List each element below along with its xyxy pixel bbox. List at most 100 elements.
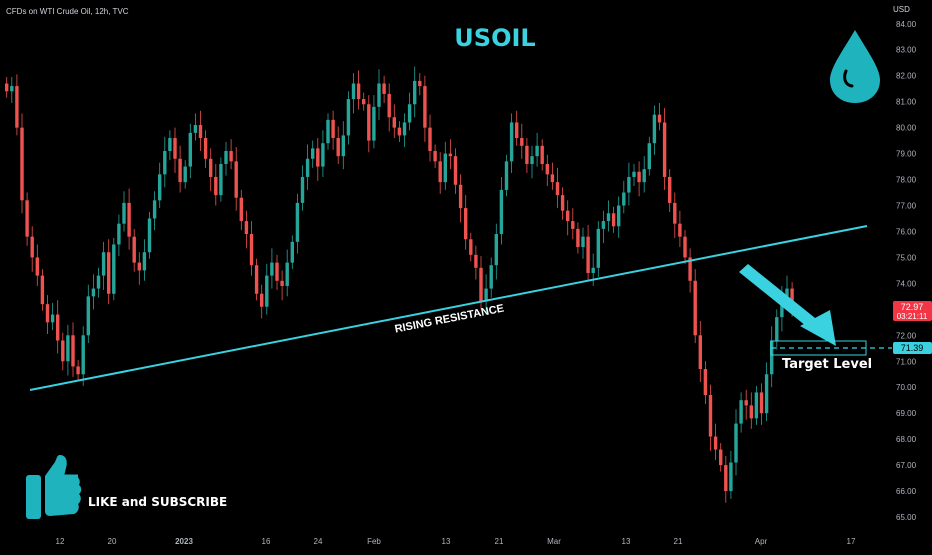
candle xyxy=(581,227,585,259)
candle xyxy=(764,362,769,421)
y-tick-label: 76.00 xyxy=(896,227,917,236)
candle xyxy=(708,384,713,451)
candle xyxy=(178,145,182,193)
candle xyxy=(198,110,203,151)
y-tick-label: 69.00 xyxy=(896,409,917,418)
candle xyxy=(107,239,111,305)
candle xyxy=(622,180,626,214)
candle xyxy=(254,258,259,301)
price-axis[interactable]: 65.00 66.00 67.00 68.00 69.00 70.00 71.00 72.00… xyxy=(896,20,917,522)
x-tick-label: 17 xyxy=(847,537,856,546)
candle xyxy=(632,163,636,187)
candle xyxy=(734,409,738,476)
candle xyxy=(305,144,310,190)
candle xyxy=(127,188,131,250)
current-price-value: 72.97 xyxy=(901,302,924,312)
candle xyxy=(754,385,759,425)
candle xyxy=(458,174,463,223)
candle xyxy=(729,450,733,499)
candle xyxy=(464,195,468,250)
thumbs-up-icon xyxy=(26,455,82,519)
candle xyxy=(188,123,192,179)
candle xyxy=(397,121,402,142)
x-tick-label: 13 xyxy=(622,537,631,546)
candle xyxy=(362,92,366,111)
candle xyxy=(484,274,488,315)
candle xyxy=(40,269,45,311)
candle xyxy=(387,83,391,132)
candle xyxy=(596,221,600,277)
candle xyxy=(428,114,432,162)
candle xyxy=(275,254,279,290)
candle xyxy=(418,73,422,96)
candle xyxy=(586,224,590,281)
candle xyxy=(45,295,50,335)
candle xyxy=(576,222,580,254)
candle xyxy=(693,269,697,344)
candle xyxy=(678,210,682,248)
candle xyxy=(101,241,106,290)
candle xyxy=(35,244,39,286)
candle xyxy=(530,145,534,179)
candle xyxy=(382,75,386,103)
candle xyxy=(280,270,284,301)
y-tick-label: 82.00 xyxy=(896,72,917,81)
candle xyxy=(25,192,29,246)
x-tick-label: 13 xyxy=(442,537,451,546)
candle xyxy=(81,326,85,386)
candle xyxy=(662,108,667,190)
x-tick-label: 16 xyxy=(262,537,271,546)
candle xyxy=(71,322,75,377)
candle xyxy=(627,162,631,206)
candle xyxy=(193,113,198,141)
candle xyxy=(137,252,141,285)
candle xyxy=(479,256,483,310)
target-level-label: Target Level xyxy=(782,357,873,372)
candle xyxy=(688,248,692,293)
candle xyxy=(402,113,407,148)
candle xyxy=(545,154,549,187)
candle xyxy=(377,69,381,120)
y-tick-label: 74.00 xyxy=(896,279,917,288)
y-tick-label: 83.00 xyxy=(896,46,917,55)
candle xyxy=(494,223,498,280)
candle xyxy=(356,70,361,110)
candle xyxy=(433,144,437,168)
candle xyxy=(759,383,764,425)
candle xyxy=(10,77,14,103)
candle xyxy=(163,136,167,188)
candle xyxy=(606,200,611,232)
candle xyxy=(96,267,101,298)
candle xyxy=(152,191,157,231)
candle xyxy=(244,210,249,249)
candle xyxy=(311,140,315,168)
chart-title: USOIL xyxy=(454,24,536,52)
candle xyxy=(61,332,65,371)
candle xyxy=(15,74,19,136)
candle xyxy=(673,192,677,238)
candle xyxy=(158,162,162,209)
candle xyxy=(555,167,560,209)
y-tick-label: 68.00 xyxy=(896,435,917,444)
y-tick-label: 77.00 xyxy=(896,202,917,211)
candle xyxy=(76,359,80,381)
candle xyxy=(265,263,269,315)
chart-source-label: CFDs on WTI Crude Oil, 12h, TVC xyxy=(6,7,129,16)
candle xyxy=(341,121,345,170)
candle xyxy=(321,130,325,177)
candle xyxy=(739,392,743,433)
candle xyxy=(504,154,509,197)
candle xyxy=(525,138,529,174)
candle xyxy=(413,66,417,118)
candle xyxy=(91,274,96,310)
candle xyxy=(260,284,264,319)
candle xyxy=(407,92,412,131)
candle xyxy=(617,196,621,238)
candle xyxy=(749,392,753,429)
y-tick-label: 67.00 xyxy=(896,461,917,470)
candle xyxy=(499,176,504,245)
candle xyxy=(448,139,453,170)
time-axis[interactable]: 12 20 2023 16 24 Feb 13 21 Mar 13 21 Apr 17 xyxy=(56,537,856,546)
